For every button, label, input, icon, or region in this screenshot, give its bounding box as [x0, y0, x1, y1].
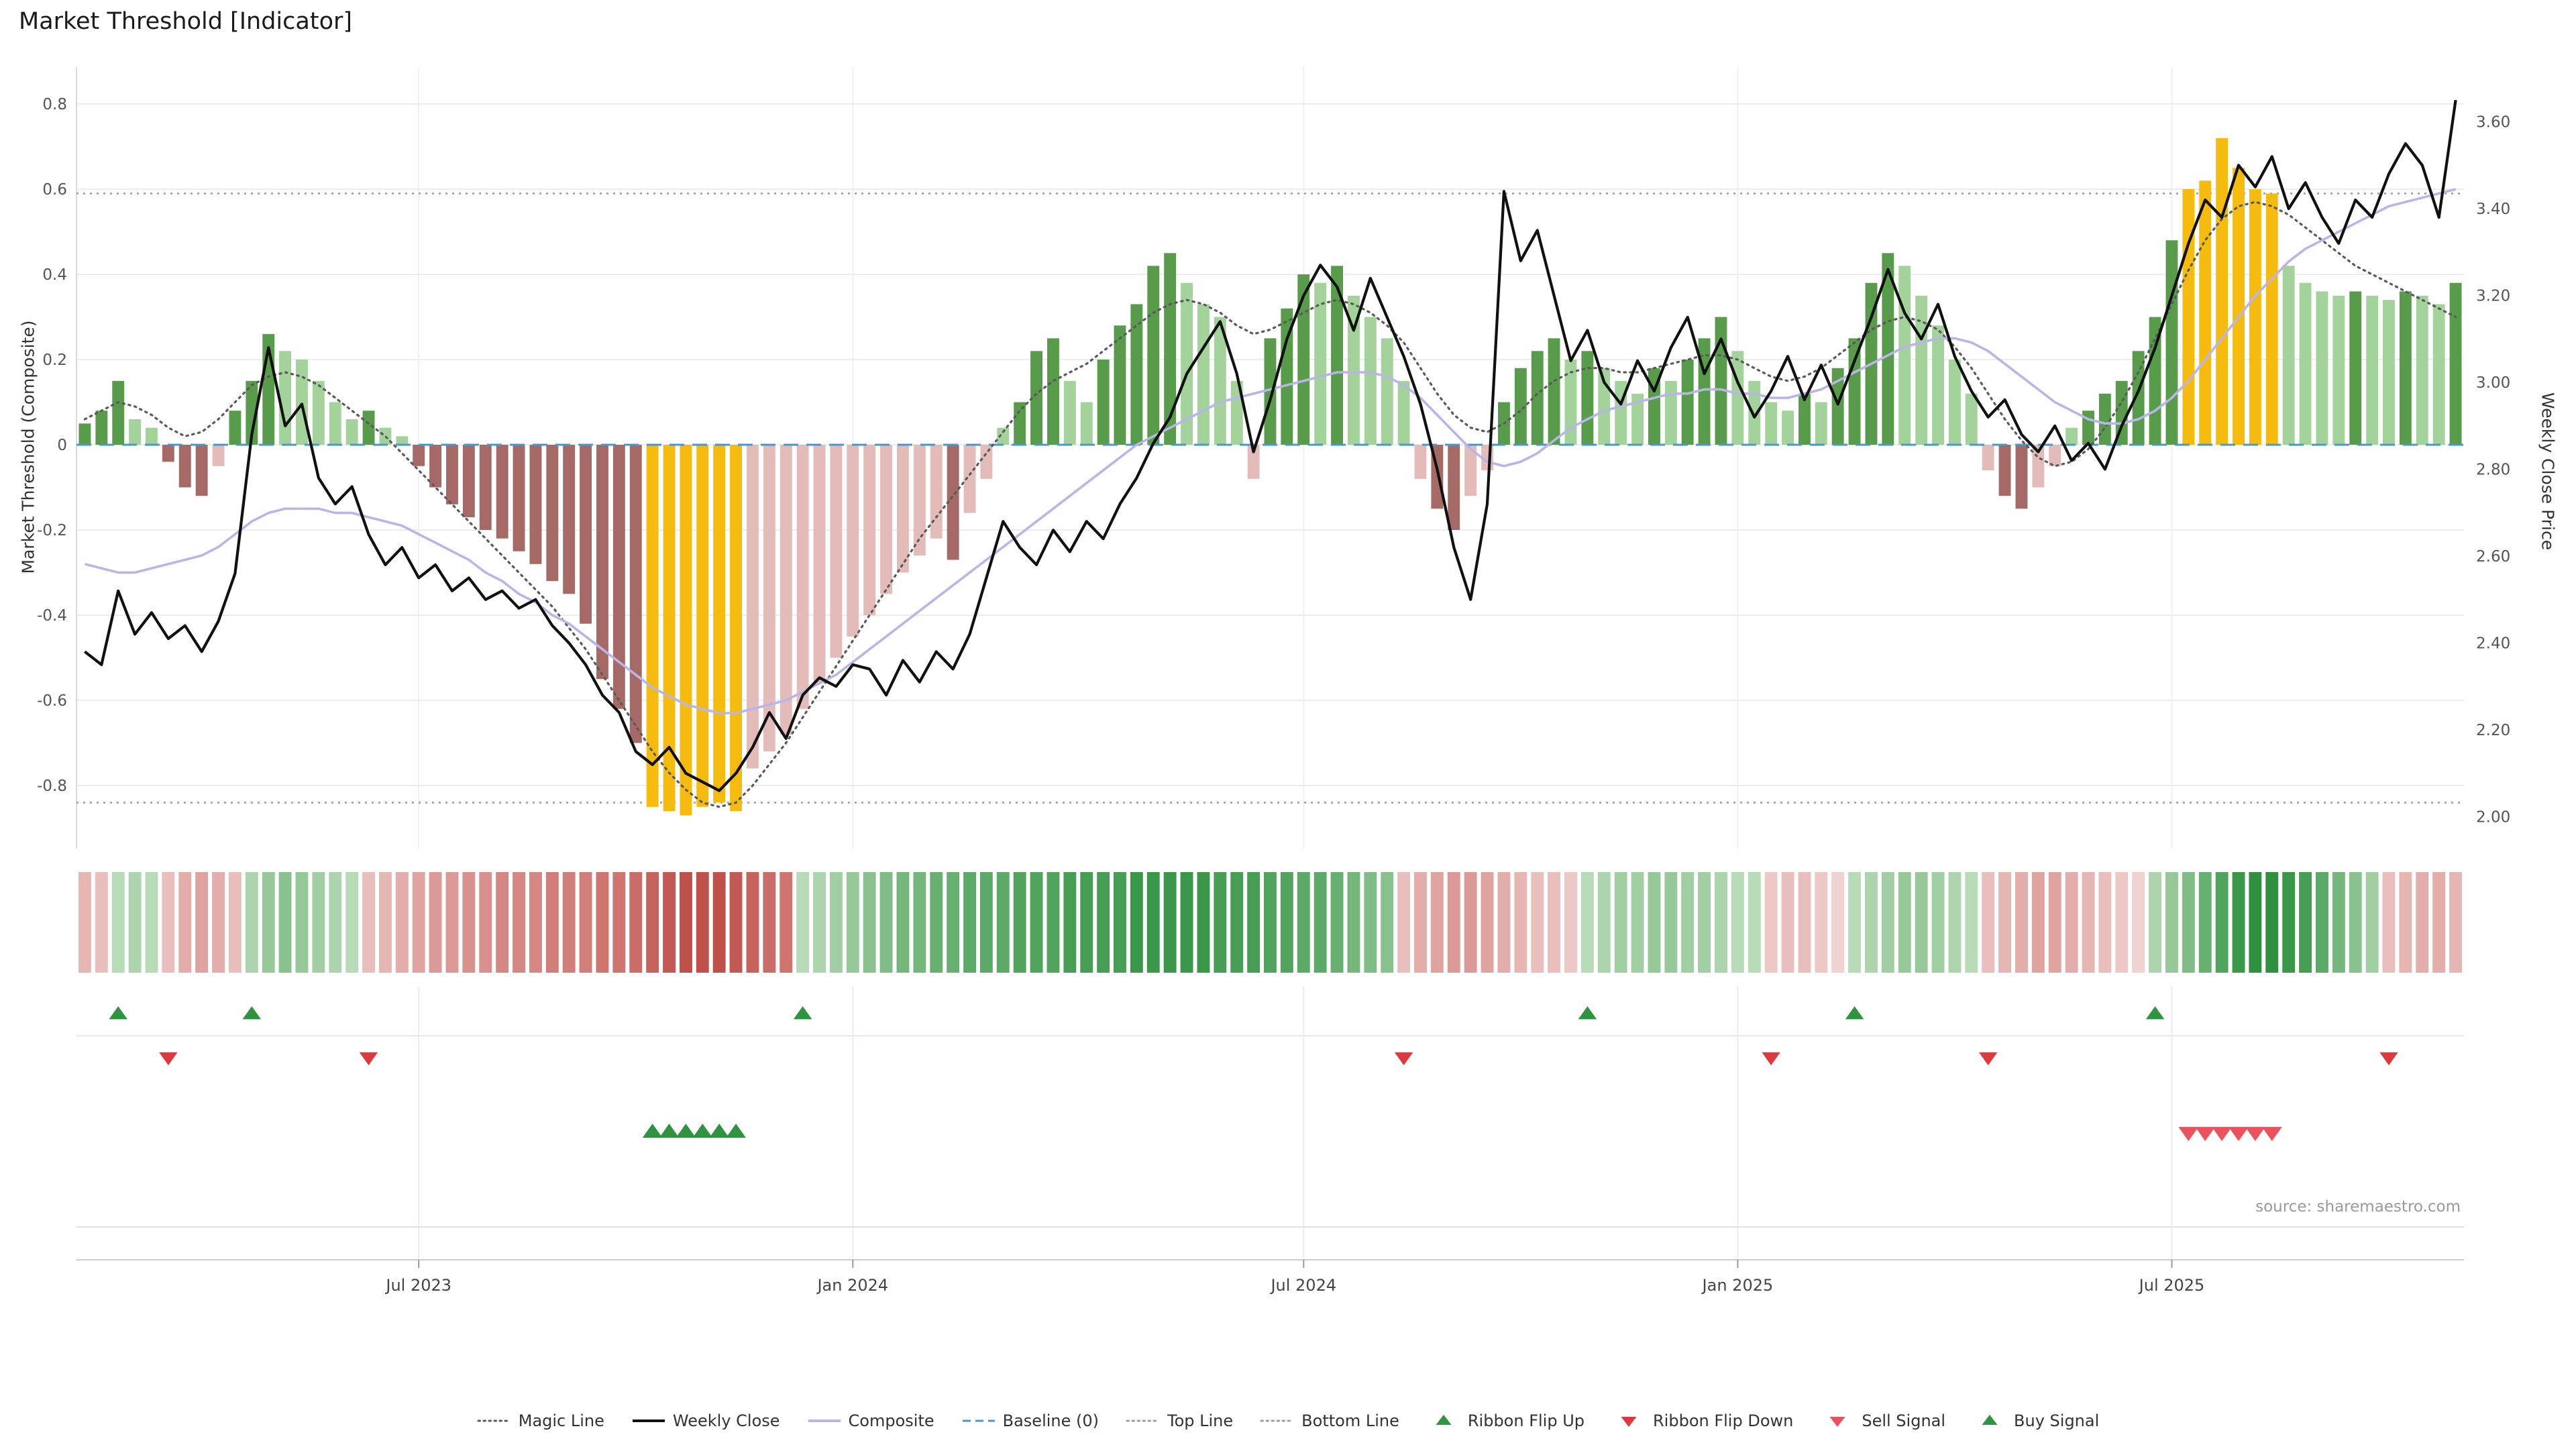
sell-signal-markers [2178, 1126, 2282, 1141]
svg-text:-0.2: -0.2 [37, 522, 67, 539]
row-separators [76, 1035, 2464, 1228]
right-axis-ticks: 3.60 3.40 3.20 3.00 2.80 2.60 2.40 2.20 2.00 [2476, 114, 2510, 826]
dashed-blue-icon [962, 1419, 995, 1422]
weekly-close-line [84, 99, 2457, 792]
dotted-gray-icon [1260, 1419, 1295, 1422]
legend-label: Ribbon Flip Down [1653, 1411, 1794, 1430]
legend-label: Magic Line [518, 1411, 604, 1430]
top-bottom-lines [76, 193, 2464, 804]
ribbon-flip-down-markers [159, 1052, 2398, 1065]
legend-item-weekly-close: Weekly Close [631, 1411, 780, 1430]
svg-text:0.4: 0.4 [42, 266, 67, 284]
dotted-dark-icon [477, 1419, 512, 1422]
ribbon-strip [78, 872, 2462, 973]
svg-text:Jul 2025: Jul 2025 [2138, 1276, 2205, 1295]
svg-text:0: 0 [57, 437, 67, 454]
tri-up-green-icon [1436, 1415, 1452, 1425]
legend-label: Weekly Close [672, 1411, 780, 1430]
legend-label: Buy Signal [2014, 1411, 2100, 1430]
legend-item-magic-line: Magic Line [477, 1411, 604, 1430]
legend-item-sell-signal: Sell Signal [1820, 1411, 1945, 1430]
svg-text:3.60: 3.60 [2476, 114, 2510, 131]
legend-label: Ribbon Flip Up [1467, 1411, 1585, 1430]
threshold-bars [78, 138, 2462, 816]
svg-text:Jul 2024: Jul 2024 [1269, 1276, 1336, 1295]
svg-text:2.40: 2.40 [2476, 635, 2510, 653]
svg-text:3.00: 3.00 [2476, 374, 2510, 392]
buy-signal-markers [642, 1124, 746, 1138]
svg-text:2.60: 2.60 [2476, 548, 2510, 566]
svg-text:3.40: 3.40 [2476, 201, 2510, 218]
page-title: Market Threshold [Indicator] [19, 8, 353, 35]
solid-black-icon [632, 1419, 665, 1422]
legend-item-ribbon-flip-up: Ribbon Flip Up [1426, 1411, 1585, 1430]
svg-text:-0.4: -0.4 [37, 607, 67, 625]
svg-text:Jan 2024: Jan 2024 [816, 1276, 888, 1295]
svg-text:2.80: 2.80 [2476, 462, 2510, 479]
legend-item-bottom-line: Bottom Line [1260, 1411, 1399, 1430]
svg-text:2.00: 2.00 [2476, 808, 2510, 826]
legend-item-top-line: Top Line [1126, 1411, 1233, 1430]
svg-text:-0.8: -0.8 [37, 777, 67, 795]
dotted-gray-icon [1126, 1419, 1161, 1422]
tri-up-buy-icon [1982, 1415, 1998, 1425]
svg-text:0.8: 0.8 [42, 96, 67, 113]
tri-down-red-icon [1621, 1417, 1637, 1427]
magic-line [83, 201, 2457, 808]
solid-purple-icon [808, 1419, 841, 1422]
legend-label: Composite [848, 1411, 934, 1430]
svg-text:2.20: 2.20 [2476, 722, 2510, 739]
svg-text:0.2: 0.2 [42, 352, 67, 369]
legend-label: Sell Signal [1862, 1411, 1946, 1430]
legend-item-baseline-0-: Baseline (0) [961, 1411, 1099, 1430]
tri-down-sell-icon [1829, 1417, 1845, 1427]
legend-item-buy-signal: Buy Signal [1972, 1411, 2099, 1430]
legend-label: Bottom Line [1301, 1411, 1399, 1430]
ribbon-flip-up-markers [109, 1006, 2165, 1020]
legend-item-ribbon-flip-down: Ribbon Flip Down [1611, 1411, 1793, 1430]
svg-text:Jul 2023: Jul 2023 [384, 1276, 451, 1295]
legend-label: Baseline (0) [1002, 1411, 1099, 1430]
chart-legend: Magic Line Weekly Close Composite Baseline … [0, 1411, 2576, 1430]
left-axis-ticks: 0.8 0.6 0.4 0.2 0 -0.2 -0.4 -0.6 -0.8 [37, 96, 67, 795]
composite-line [84, 188, 2457, 714]
legend-label: Top Line [1167, 1411, 1234, 1430]
source-note: source: sharemaestro.com [2255, 1198, 2461, 1216]
x-axis: Jul 2023 Jan 2024 Jul 2024 Jan 2025 Jul 2025 [76, 1259, 2464, 1295]
svg-text:Jan 2025: Jan 2025 [1701, 1276, 1774, 1295]
svg-text:-0.6: -0.6 [37, 692, 67, 710]
svg-text:3.20: 3.20 [2476, 288, 2510, 305]
svg-text:0.6: 0.6 [42, 181, 67, 199]
legend-item-composite: Composite [807, 1411, 934, 1430]
